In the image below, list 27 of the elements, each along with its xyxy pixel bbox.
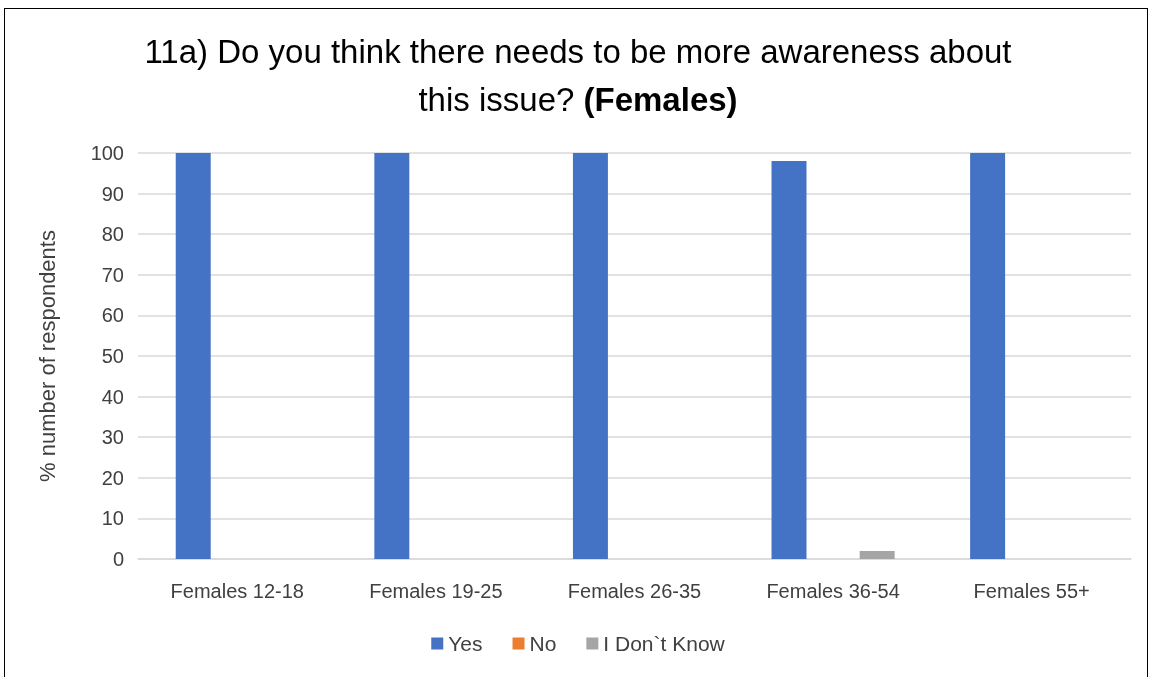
x-tick-label: Females 26-35 (567, 580, 702, 602)
y-tick-label: 20 (101, 466, 124, 489)
bar (859, 550, 895, 559)
bar (771, 161, 807, 559)
x-tick-label: Females 19-25 (369, 580, 503, 602)
y-axis-title: % number of respondents (34, 230, 60, 482)
bar (374, 153, 410, 559)
legend-label: Yes (448, 632, 483, 655)
x-tick-label: Females 12-18 (170, 580, 304, 602)
y-tick-label: 90 (101, 182, 124, 205)
y-tick-label: 10 (101, 507, 124, 530)
y-tick-label: 0 (112, 548, 124, 570)
bar (175, 153, 211, 559)
x-tick-label: Females 36-54 (766, 580, 900, 602)
bar (970, 153, 1006, 559)
y-tick-label: 60 (101, 304, 124, 327)
y-tick-label: 40 (101, 385, 124, 408)
y-tick-label: 30 (101, 426, 124, 449)
y-tick-label: 50 (101, 345, 124, 367)
y-tick-label: 70 (101, 263, 124, 286)
y-tick-label: 80 (101, 223, 124, 246)
x-tick-label: Females 55+ (973, 580, 1090, 602)
legend-label: No (529, 632, 557, 655)
chart-title: 11a) Do you think there needs to be more awareness about this issue? (Females) (144, 33, 1012, 118)
bar (572, 153, 608, 559)
legend-label: I Don`t Know (603, 632, 726, 655)
y-tick-label: 100 (90, 142, 124, 164)
